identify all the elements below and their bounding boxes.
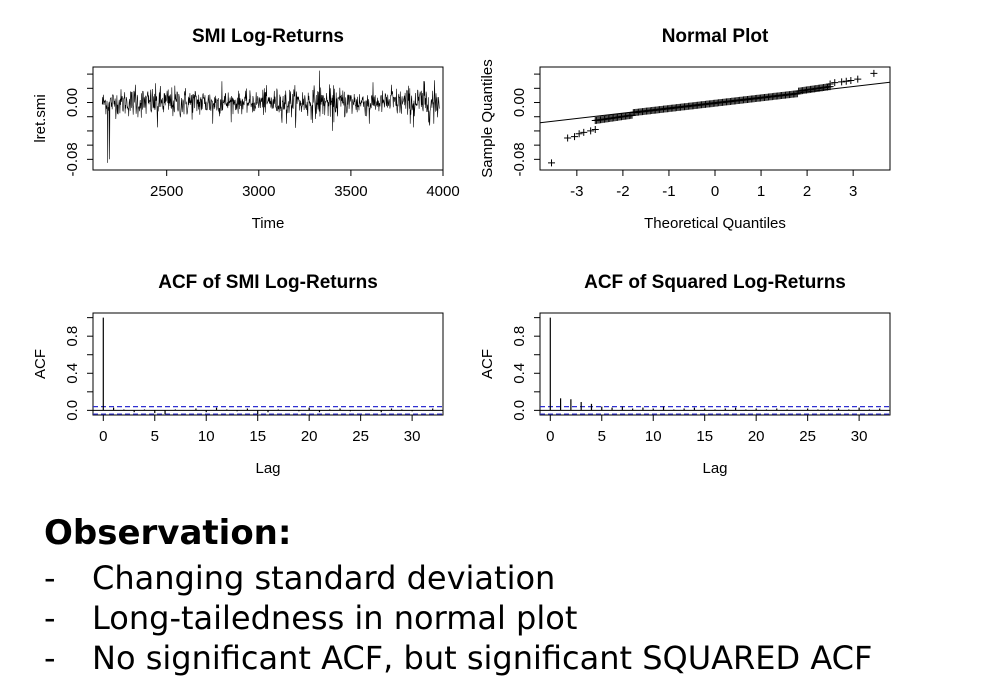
quantile-point [826, 80, 834, 88]
quantile-point [831, 79, 839, 87]
y-tick-label: 0.00 [64, 88, 81, 117]
observation-title: Observation: [44, 513, 292, 553]
x-tick-label: 25 [352, 428, 369, 445]
chart-title: ACF of Squared Log-Returns [584, 272, 846, 293]
quantile-point [838, 78, 846, 86]
x-tick-label: 2 [803, 183, 811, 200]
series-group [101, 70, 440, 163]
x-tick-label: 5 [151, 428, 159, 445]
y-tick-label: 0.8 [64, 326, 81, 347]
y-axis-label: ACF [32, 349, 49, 379]
quantile-point [854, 75, 862, 83]
quantile-point [548, 159, 556, 167]
x-tick-label: 0 [546, 428, 554, 445]
return-series-line [101, 70, 440, 163]
plot-frame [539, 312, 891, 416]
x-tick-label: 1 [757, 183, 765, 200]
bullet-dash: - [44, 639, 56, 677]
quantile-point [591, 126, 599, 134]
x-tick-label: 10 [198, 428, 215, 445]
x-tick-label: 3500 [334, 183, 367, 200]
x-tick-label: -3 [570, 183, 583, 200]
x-tick-label: 5 [598, 428, 606, 445]
bullet-dash: - [44, 599, 56, 637]
y-tick-label: -0.08 [511, 142, 528, 176]
y-axis-label: lret.smi [32, 94, 49, 142]
x-tick-label: 25 [799, 428, 816, 445]
observation-item: - Changing standard deviation [44, 558, 994, 598]
plot-frame [92, 66, 444, 171]
series-group [539, 69, 891, 167]
observation-item: - Long-tailedness in normal plot [44, 598, 994, 638]
x-axis-label: Lag [255, 460, 280, 477]
plot-frame [92, 312, 444, 416]
observation-block: Observation: - Changing standard deviatio… [44, 512, 994, 678]
series-group [93, 317, 443, 415]
quantile-point [587, 127, 595, 135]
observation-item-text: Changing standard deviation [92, 559, 556, 597]
quantile-point [847, 76, 855, 84]
observation-item-text: Long-tailedness in normal plot [92, 599, 578, 637]
y-tick-label: 0.8 [511, 326, 528, 347]
quantile-point [571, 133, 579, 141]
x-tick-label: 20 [748, 428, 765, 445]
observation-item-text: No significant ACF, but significant SQUA… [92, 639, 873, 677]
x-tick-label: 30 [851, 428, 868, 445]
chart-title: ACF of SMI Log-Returns [158, 272, 378, 293]
chart-title: SMI Log-Returns [192, 26, 344, 47]
x-tick-label: 4000 [426, 183, 459, 200]
quantile-point [842, 77, 850, 85]
y-tick-label: 0.00 [511, 88, 528, 117]
x-tick-label: 10 [645, 428, 662, 445]
x-tick-label: 15 [696, 428, 713, 445]
bullet-dash: - [44, 559, 56, 597]
series-group [540, 317, 890, 415]
y-axis-label: ACF [479, 349, 496, 379]
x-tick-label: 2500 [150, 183, 183, 200]
x-tick-label: 15 [249, 428, 266, 445]
x-axis-label: Time [252, 215, 285, 232]
chart-title: Normal Plot [662, 26, 769, 47]
x-tick-label: 3 [849, 183, 857, 200]
quantile-point [564, 134, 572, 142]
observation-item: - No significant ACF, but significant SQU… [44, 638, 994, 678]
x-tick-label: 30 [404, 428, 421, 445]
x-tick-label: 0 [711, 183, 719, 200]
x-tick-label: -2 [616, 183, 629, 200]
x-tick-label: 0 [99, 428, 107, 445]
x-tick-label: -1 [662, 183, 675, 200]
y-tick-label: 0.4 [511, 363, 528, 384]
x-tick-label: 3000 [242, 183, 275, 200]
y-tick-label: -0.08 [64, 142, 81, 176]
quantile-point [870, 69, 878, 77]
y-tick-label: 0.4 [64, 363, 81, 384]
y-tick-label: 0.0 [511, 400, 528, 421]
quantile-point [580, 128, 588, 136]
quantile-point [575, 130, 583, 138]
y-axis-label: Sample Quantiles [479, 59, 496, 177]
y-tick-label: 0.0 [64, 400, 81, 421]
x-axis-label: Lag [702, 460, 727, 477]
x-tick-label: 20 [301, 428, 318, 445]
x-axis-label: Theoretical Quantiles [644, 215, 786, 232]
